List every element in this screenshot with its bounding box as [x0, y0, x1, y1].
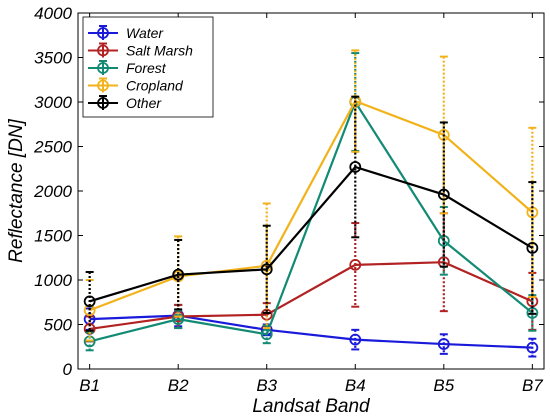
data-point-other — [172, 268, 185, 281]
legend-marker-salt-marsh — [97, 44, 109, 57]
data-point-other — [83, 295, 96, 308]
series-line-forest — [89, 99, 534, 343]
legend-marker-other — [97, 97, 109, 109]
y-tick-label: 4000 — [34, 4, 72, 23]
data-point-water — [349, 333, 362, 346]
series-line-cropland — [89, 99, 534, 312]
data-point-water — [526, 341, 539, 354]
data-point-water — [437, 338, 450, 350]
data-point-other — [526, 242, 539, 254]
legend-marker-water — [97, 27, 109, 39]
chart-marks — [83, 49, 539, 358]
x-axis-title: Landsat Band — [252, 396, 371, 417]
legend-label-other: Other — [126, 95, 162, 111]
data-point-other — [437, 188, 450, 201]
data-point-other — [260, 263, 273, 276]
legend-label-salt-marsh: Salt Marsh — [126, 43, 193, 59]
x-tick-label: B5 — [433, 376, 454, 395]
axis-ticks: 0 500 1000 1500 2000 2500 3000 3500 4000 B1 B2 B3 B4… — [33, 4, 544, 395]
x-tick-label: B1 — [79, 376, 100, 395]
legend-label-forest: Forest — [126, 60, 167, 76]
legend-label-cropland: Cropland — [126, 78, 184, 94]
y-tick-label: 1000 — [34, 271, 72, 290]
series-line-salt-marsh — [89, 261, 533, 331]
y-tick-label: 2000 — [33, 182, 72, 201]
legend-marker-forest — [97, 62, 109, 74]
data-point-forest — [260, 328, 273, 341]
y-tick-label: 500 — [44, 316, 73, 335]
x-tick-label: B7 — [522, 376, 543, 395]
x-tick-label: B3 — [256, 376, 277, 395]
legend-label-water: Water — [126, 25, 164, 41]
y-tick-label: 3500 — [34, 49, 72, 68]
y-tick-label: 0 — [63, 360, 73, 379]
y-tick-label: 3000 — [34, 93, 72, 112]
y-tick-label: 1500 — [34, 227, 72, 246]
legend-marker-cropland — [97, 79, 109, 92]
y-axis-title: Reflectance [DN] — [6, 118, 27, 262]
series-line-water — [89, 314, 533, 349]
x-tick-label: B2 — [168, 376, 189, 395]
y-tick-label: 2500 — [33, 138, 72, 157]
x-tick-label: B4 — [345, 376, 366, 395]
series-line-other — [89, 165, 533, 303]
data-point-salt-marsh — [349, 258, 362, 271]
data-point-other — [349, 161, 362, 173]
